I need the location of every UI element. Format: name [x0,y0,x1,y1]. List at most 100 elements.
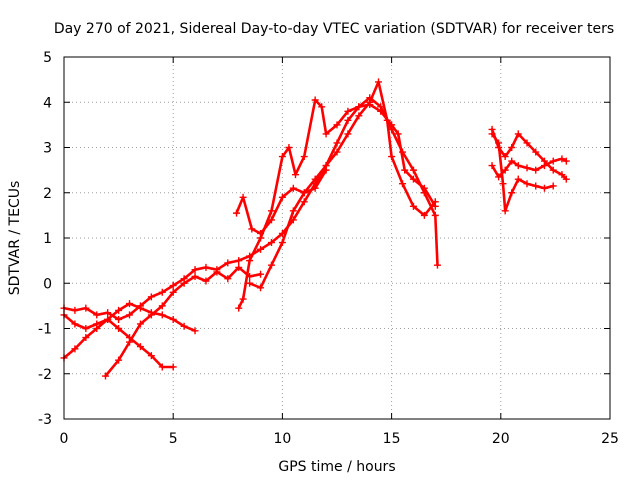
data-point-marker [278,193,286,201]
series-line [235,168,328,235]
data-point-marker [318,103,326,111]
data-point-marker [495,139,503,147]
data-point-marker [322,166,330,174]
series-track-5 [246,78,439,292]
data-point-marker [257,245,265,253]
data-point-marker [499,180,507,188]
data-point-marker [388,153,396,161]
data-point-marker [311,175,319,183]
data-point-marker [333,148,341,156]
data-point-marker [433,261,441,269]
data-point-marker [191,327,199,335]
data-point-marker [126,300,134,308]
y-tick-label: 4 [43,95,52,111]
data-point-marker [257,284,265,292]
data-point-marker [71,306,79,314]
series-line [237,98,437,310]
data-point-marker [180,322,188,330]
data-point-marker [82,304,90,312]
data-point-marker [136,343,144,351]
data-point-marker [501,153,509,161]
y-tick-label: 5 [43,50,52,66]
data-point-marker [508,144,516,151]
data-point-marker [549,182,557,190]
data-point-marker [267,239,275,247]
data-point-marker [549,157,557,165]
data-point-marker [523,180,531,188]
y-tick-label: -3 [38,412,52,428]
data-point-marker [202,277,210,285]
data-point-marker [267,207,275,215]
y-tick-labels: -3 -2 -1 0 1 2 3 4 5 [38,50,52,428]
data-point-marker [257,270,265,278]
data-point-marker [191,272,199,280]
y-axis-label: SDTVAR / TECUs [7,181,23,296]
series-track-6 [235,96,439,312]
data-point-marker [431,202,439,210]
data-point-marker [289,184,297,192]
data-point-marker [409,175,417,183]
x-tick-labels: 0 5 10 15 20 25 [60,431,619,447]
y-tick-label: -1 [38,322,52,338]
data-point-marker [93,311,101,319]
data-point-marker [239,193,247,201]
data-point-marker [104,309,112,317]
data-point-marker [147,311,155,319]
data-point-marker [292,171,300,179]
data-point-marker [300,153,308,161]
data-point-marker [409,166,417,174]
grid-lines [64,57,610,419]
data-point-marker [344,116,352,124]
data-point-marker [344,130,352,138]
data-point-marker [147,293,155,301]
x-tick-label: 5 [169,431,178,447]
data-point-marker [224,259,232,267]
data-point-marker [420,184,428,192]
series-track-7 [233,166,330,237]
data-point-marker [233,209,241,217]
data-point-marker [366,101,374,109]
data-point-marker [169,363,177,371]
data-point-marker [136,320,144,328]
x-axis-label: GPS time / hours [278,459,395,475]
data-point-marker [532,148,540,156]
data-point-marker [158,288,166,296]
data-point-marker [540,162,548,170]
data-point-marker [394,130,402,138]
data-point-marker [147,352,155,360]
data-point-marker [401,166,409,174]
series-line [490,132,555,213]
x-tick-label: 10 [273,431,291,447]
y-tick-label: 0 [43,276,52,292]
data-point-marker [355,103,363,111]
x-tick-label: 0 [60,431,69,447]
data-point-marker [267,261,275,269]
data-point-marker [399,180,407,188]
x-tick-label: 15 [383,431,401,447]
data-point-marker [514,130,522,138]
data-point-marker [508,157,516,165]
data-point-marker [322,130,330,138]
data-point-marker [126,311,134,319]
data-point-marker [126,338,134,346]
data-point-marker [488,162,496,170]
data-point-marker [377,107,385,115]
data-point-marker [246,279,254,287]
data-point-marker [420,211,428,219]
data-point-marker [239,295,247,303]
data-point-marker [514,162,522,170]
data-point-marker [558,171,566,179]
data-point-marker [115,356,123,364]
series-track-4 [101,263,265,380]
data-point-marker [523,139,531,147]
data-point-marker [169,288,177,296]
data-point-marker [409,202,417,210]
data-point-marker [523,164,531,172]
data-point-marker [278,239,286,247]
data-point-marker [540,184,548,192]
chart-title: Day 270 of 2021, Sidereal Day-to-day VTE… [54,21,614,37]
data-point-marker [333,121,341,129]
data-point-marker [235,263,243,271]
data-point-marker [93,320,101,328]
